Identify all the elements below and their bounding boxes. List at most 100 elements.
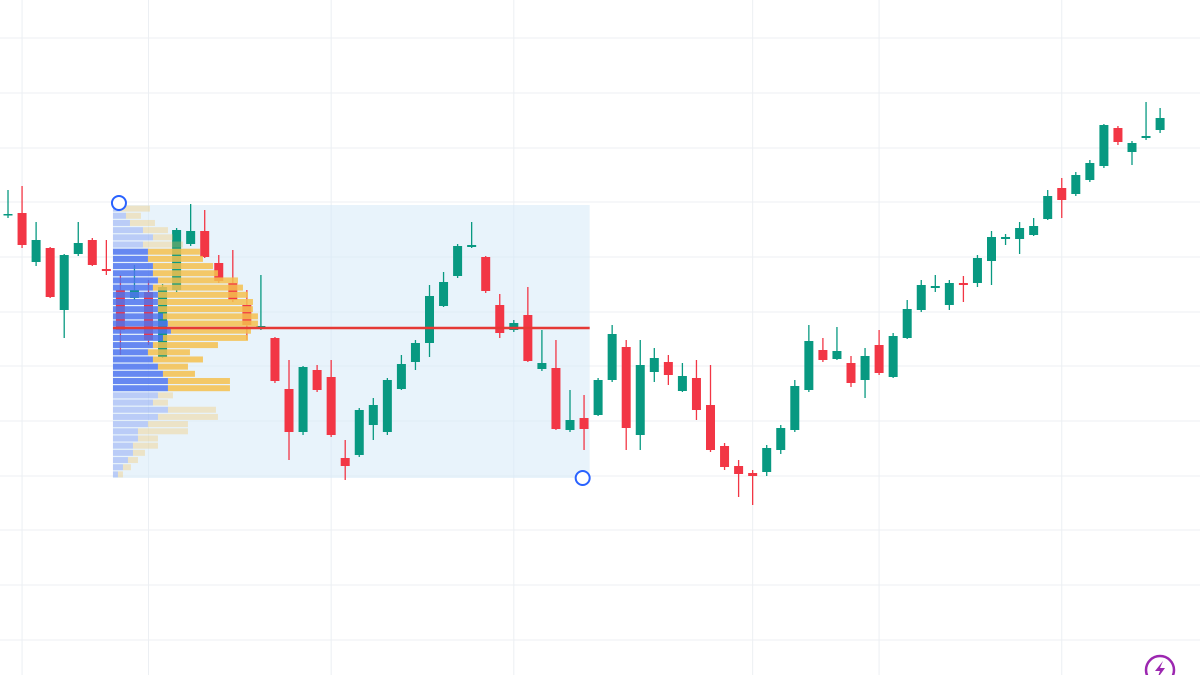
candle-body <box>1001 237 1011 239</box>
profile-down-bar <box>152 342 218 349</box>
profile-up-bar <box>112 370 163 377</box>
profile-down-bar <box>167 378 230 385</box>
profile-down-bar <box>162 313 258 320</box>
profile-up-bar <box>112 219 130 226</box>
candle-body <box>186 231 196 244</box>
candle-body <box>396 364 406 389</box>
candle-body <box>17 213 27 245</box>
candle-body <box>649 358 659 372</box>
profile-up-bar <box>112 464 123 471</box>
candle-body <box>453 246 463 276</box>
candle-body <box>340 458 350 466</box>
profile-down-bar <box>129 219 155 226</box>
candle-body <box>944 283 954 305</box>
candle-body <box>621 347 631 428</box>
candle-body <box>523 315 533 361</box>
profile-down-bar <box>142 227 168 234</box>
profile-area <box>112 205 590 478</box>
profile-up-bar <box>112 385 168 392</box>
profile-up-bar <box>112 241 143 248</box>
candle-body <box>1071 175 1081 194</box>
profile-up-bar <box>112 248 148 255</box>
profile-down-bar <box>152 284 243 291</box>
profile-up-bar <box>112 270 153 277</box>
candle-body <box>677 376 687 391</box>
profile-down-bar <box>147 421 188 428</box>
profile-down-bar <box>147 349 190 356</box>
candle-body <box>200 231 210 257</box>
profile-down-bar <box>167 406 216 413</box>
profile-down-bar <box>152 263 213 270</box>
profile-down-bar <box>142 241 183 248</box>
candle-body <box>467 245 477 247</box>
candle-body <box>720 446 730 467</box>
profile-down-bar <box>147 255 203 262</box>
candle-body <box>270 338 280 381</box>
candle-body <box>902 309 912 338</box>
profile-up-bar <box>112 263 153 270</box>
candle-body <box>748 473 758 476</box>
profile-down-bar <box>152 356 203 363</box>
logo-bolt <box>1155 661 1165 675</box>
volume-profile <box>110 195 591 486</box>
candle-body <box>1085 163 1095 180</box>
range-handle[interactable] <box>574 470 591 486</box>
profile-up-bar <box>112 399 153 406</box>
candle-body <box>818 350 828 360</box>
candle-body <box>972 258 982 283</box>
profile-down-bar <box>157 277 238 284</box>
profile-up-bar <box>112 313 163 320</box>
candle-body <box>551 368 561 429</box>
profile-down-bar <box>157 392 173 399</box>
candle-body <box>228 283 238 300</box>
logo[interactable] <box>1144 654 1176 675</box>
profile-down-bar <box>152 270 218 277</box>
profile-up-bar <box>112 392 158 399</box>
candle-body <box>565 420 575 430</box>
candle-body <box>762 448 772 472</box>
candle-body <box>804 341 814 390</box>
profile-up-bar <box>112 327 171 334</box>
profile-up-bar <box>112 442 133 449</box>
candle-body <box>481 257 491 291</box>
candle-body <box>354 410 364 455</box>
profile-up-bar <box>112 428 138 435</box>
candle-body <box>1043 196 1053 219</box>
profile-up-bar <box>112 234 153 241</box>
profile-down-bar <box>162 334 248 341</box>
candle-body <box>326 377 336 435</box>
profile-up-bar <box>112 471 118 478</box>
candle-body <box>930 286 940 288</box>
candle-body <box>1155 118 1165 130</box>
candle-body <box>1029 226 1039 235</box>
profile-down-bar <box>162 370 195 377</box>
profile-up-bar <box>112 363 158 370</box>
candle-body <box>87 240 97 265</box>
profile-up-bar <box>112 406 168 413</box>
profile-down-bar <box>119 205 150 212</box>
profile-down-bar <box>157 291 248 298</box>
profile-up-bar <box>112 298 158 305</box>
candle-body <box>958 283 968 285</box>
profile-down-bar <box>127 457 138 464</box>
profile-up-bar <box>112 320 168 327</box>
candle-body <box>1113 128 1123 142</box>
profile-up-bar <box>112 334 163 341</box>
candle-body <box>495 305 505 333</box>
profile-down-bar <box>117 471 123 478</box>
profile-up-bar <box>112 255 148 262</box>
candle-body <box>298 367 308 432</box>
candle-body <box>593 380 603 415</box>
candle-body <box>691 378 701 410</box>
candle-body <box>368 405 378 425</box>
candle-body <box>31 240 41 262</box>
candle-body <box>312 370 322 390</box>
profile-down-bar <box>152 399 168 406</box>
candle-body <box>73 243 83 254</box>
candle-body <box>635 365 645 435</box>
profile-down-bar <box>167 320 258 327</box>
profile-down-bar <box>122 464 131 471</box>
candles <box>3 102 1165 505</box>
range-handle[interactable] <box>110 195 127 211</box>
profile-up-bar <box>112 342 153 349</box>
